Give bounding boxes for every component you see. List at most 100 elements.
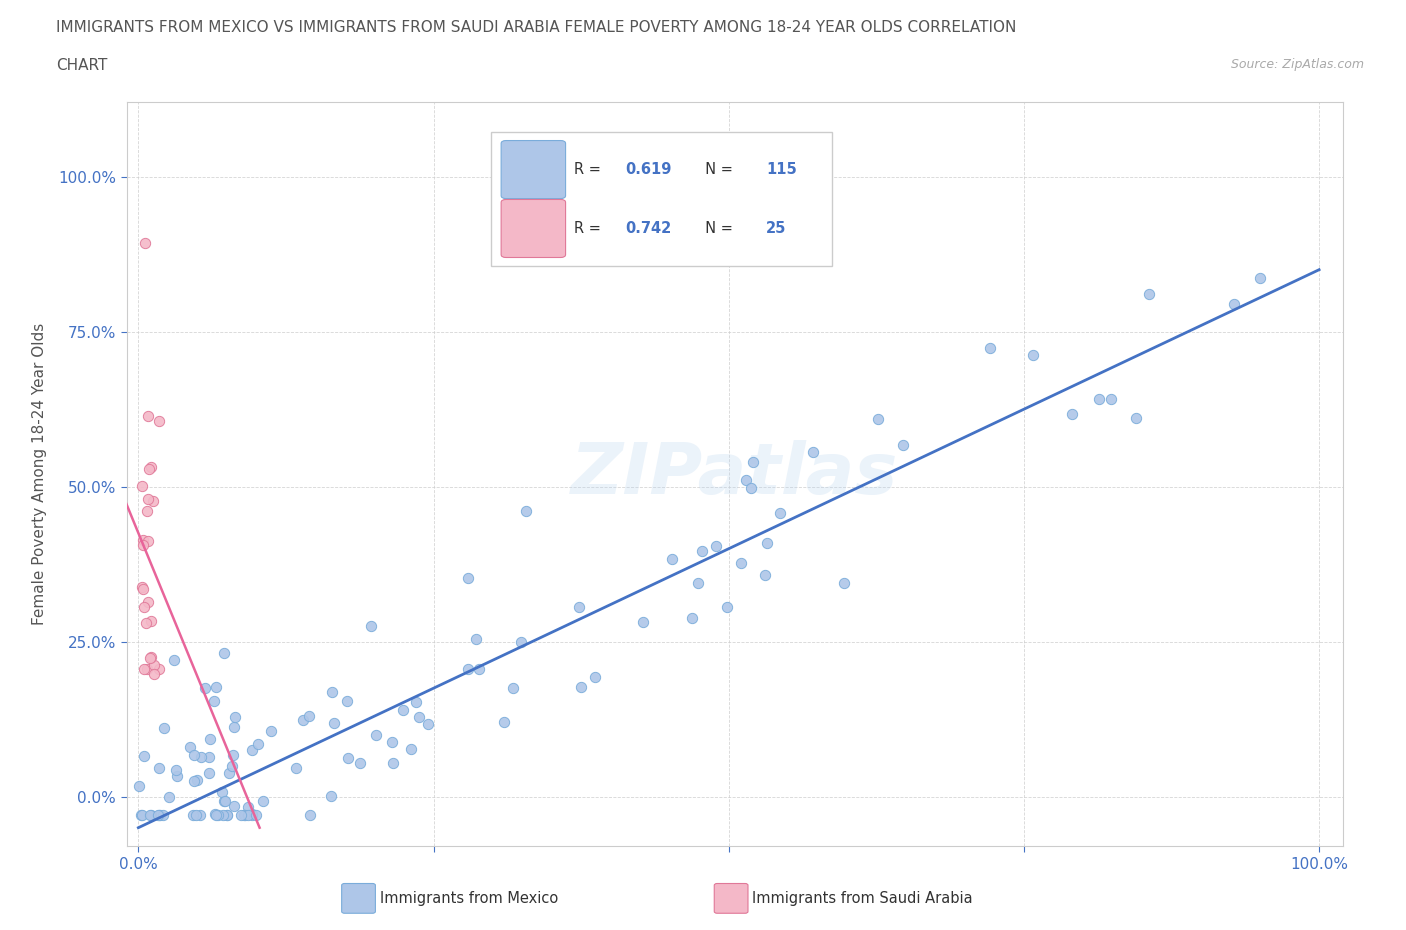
Point [131, 479, 153, 494]
Point [492, 715, 515, 730]
Text: 25: 25 [766, 221, 786, 236]
Point [891, 437, 914, 452]
Point [681, 610, 703, 625]
Point [157, 790, 180, 804]
Point [207, 808, 229, 823]
Text: ZIPatlas: ZIPatlas [571, 440, 898, 509]
Point [457, 570, 479, 585]
Point [336, 751, 359, 765]
Point [136, 492, 159, 507]
Point [152, 808, 174, 823]
Point [1223, 297, 1246, 312]
Point [240, 808, 263, 823]
Point [568, 600, 591, 615]
Point [245, 808, 267, 823]
Point [405, 695, 427, 710]
Point [754, 568, 776, 583]
Point [131, 579, 153, 594]
Point [1249, 271, 1271, 286]
Point [236, 800, 259, 815]
Point [502, 681, 524, 696]
Point [1099, 392, 1122, 406]
Point [756, 535, 779, 550]
Text: Source: ZipAtlas.com: Source: ZipAtlas.com [1230, 58, 1364, 71]
Point [131, 808, 153, 823]
Point [212, 793, 235, 808]
Point [222, 720, 245, 735]
Text: Immigrants from Saudi Arabia: Immigrants from Saudi Arabia [752, 891, 973, 906]
Point [212, 808, 235, 823]
Point [129, 808, 152, 823]
Point [259, 724, 281, 738]
FancyBboxPatch shape [501, 140, 565, 199]
Point [633, 615, 655, 630]
Point [139, 614, 162, 629]
Point [148, 661, 170, 676]
Point [128, 778, 150, 793]
Point [135, 616, 157, 631]
Point [215, 808, 238, 823]
Text: 0.742: 0.742 [626, 221, 672, 236]
Point [200, 731, 222, 746]
Point [166, 769, 188, 784]
Point [686, 576, 709, 591]
Point [360, 618, 382, 633]
Point [141, 649, 163, 664]
Point [252, 793, 274, 808]
Point [138, 808, 160, 823]
Point [139, 808, 162, 823]
Text: R =: R = [574, 162, 606, 177]
Point [240, 742, 263, 757]
Point [509, 634, 531, 649]
Point [1022, 348, 1045, 363]
Point [734, 472, 756, 487]
Point [190, 750, 212, 764]
Point [741, 454, 763, 469]
Point [214, 794, 236, 809]
Point [366, 728, 388, 743]
Point [134, 236, 156, 251]
Point [197, 750, 219, 764]
Point [1062, 406, 1084, 421]
Point [132, 538, 155, 552]
Point [136, 594, 159, 609]
Point [135, 504, 157, 519]
FancyBboxPatch shape [492, 132, 832, 266]
Point [181, 808, 204, 823]
Point [134, 661, 156, 676]
Point [202, 694, 225, 709]
Point [204, 680, 226, 695]
Point [165, 763, 187, 777]
Point [979, 341, 1001, 356]
Point [292, 712, 315, 727]
Point [349, 756, 371, 771]
Point [183, 774, 205, 789]
Point [515, 504, 537, 519]
Point [146, 808, 169, 823]
Point [321, 684, 343, 699]
Point [769, 505, 792, 520]
Point [240, 806, 263, 821]
Text: IMMIGRANTS FROM MEXICO VS IMMIGRANTS FROM SAUDI ARABIA FEMALE POVERTY AMONG 18-2: IMMIGRANTS FROM MEXICO VS IMMIGRANTS FRO… [56, 20, 1017, 35]
Point [834, 576, 856, 591]
Point [1088, 392, 1111, 406]
Point [381, 735, 404, 750]
Text: R =: R = [574, 221, 606, 236]
Point [236, 808, 259, 823]
Point [457, 661, 479, 676]
Point [215, 808, 238, 823]
Point [183, 748, 205, 763]
Point [139, 459, 162, 474]
Y-axis label: Female Poverty Among 18-24 Year Olds: Female Poverty Among 18-24 Year Olds [32, 324, 46, 626]
Point [319, 788, 342, 803]
Point [142, 494, 165, 509]
Point [138, 461, 160, 476]
Point [136, 533, 159, 548]
Point [222, 799, 245, 814]
Point [231, 808, 253, 823]
Point [399, 742, 422, 757]
Point [186, 807, 208, 822]
Point [298, 808, 321, 823]
Point [297, 709, 319, 724]
Point [418, 717, 440, 732]
